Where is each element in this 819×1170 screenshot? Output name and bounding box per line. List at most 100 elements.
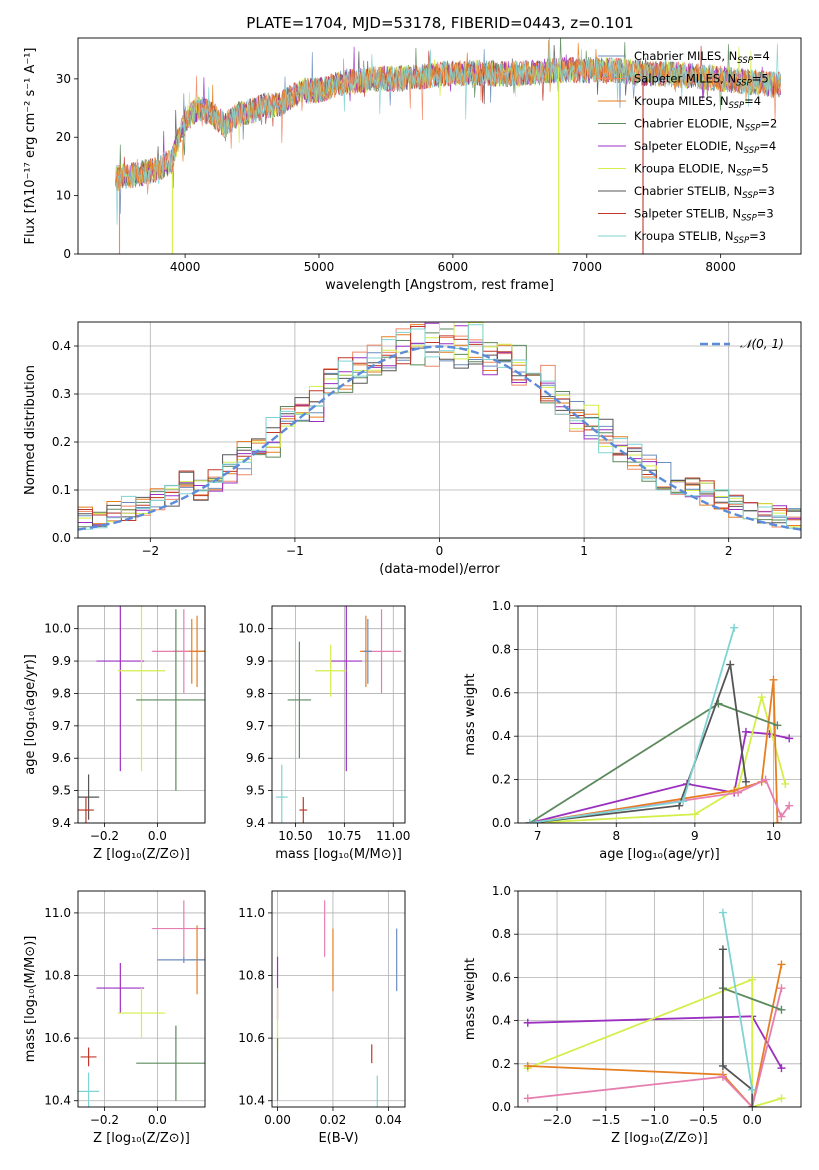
y-axis-label: mass weight [463,673,478,755]
legend-entry: 𝒩(0, 1) [740,337,784,351]
weight-point-marker [777,1064,786,1073]
legend-entry: Kroupa STELIB, NSSP=3 [634,229,766,246]
x-tick-label: 0.02 [320,1113,347,1127]
x-tick-label: −1.0 [640,1113,669,1127]
x-tick-label: 0 [436,544,444,558]
weight-point-marker [523,1061,532,1070]
axes-frame [271,605,406,824]
x-tick-label: 10.50 [278,829,312,843]
y-tick-label: 20 [56,130,71,144]
y-tick-label: 9.9 [52,654,71,668]
weight-point-marker [675,801,684,810]
y-tick-label: 0.4 [52,339,71,353]
y-tick-label: 0.4 [492,729,511,743]
weight-point-marker [718,908,727,917]
axes-frame [77,605,206,824]
y-tick-label: 9.4 [52,816,71,830]
x-tick-label: 0.00 [264,1113,291,1127]
x-tick-label: 7 [534,829,542,843]
x-tick-label: 10.75 [327,829,361,843]
y-tick-label: 11.0 [238,906,265,920]
x-tick-label: 0.04 [375,1113,402,1127]
residuals-panel: −2 −1 0 1 2 0.0 0.1 0.2 0.3 0.4 (data-model)/error… [23,321,802,577]
spectrum-panel: 4000 5000 6000 7000 8000 0 10 20 30 wavelength [A… [23,37,802,293]
x-tick-label: 11.00 [376,829,410,843]
weight-point-marker [777,984,786,993]
legend-entry: Chabrier MILES, NSSP=4 [634,49,770,66]
y-axis-label: Normed distribution [23,365,38,495]
y-axis-label: mass [log₁₀(M/M⊙)] [23,936,38,1063]
x-axis-label: mass [log₁₀(M/M⊙)] [275,847,402,862]
grid [272,891,405,1107]
x-tick-label: −1 [286,544,304,558]
y-tick-label: 10.4 [44,1094,71,1108]
axes-frame [517,890,802,1108]
x-tick-label: −0.2 [90,1113,119,1127]
y-axis-label: age [log₁₀(age/yr)] [23,654,38,775]
y-tick-label: 0.3 [52,387,71,401]
weight-point-marker [785,734,794,743]
weight-series-line [722,949,754,1107]
y-tick-label: 0.0 [492,1100,511,1114]
y-tick-label: 0.6 [492,686,511,700]
y-tick-label: 9.5 [246,784,265,798]
weight-point-marker [781,779,790,788]
y-tick-label: 0.0 [492,816,511,830]
age-vs-mass-panel: 10.50 10.75 11.00 9.4 9.5 9.6 9.7 9.8 9.9 10.0 mas… [238,605,410,862]
x-axis-label: (data-model)/error [379,562,500,577]
plot-area [78,900,205,1107]
y-tick-label: 0.4 [492,1014,511,1028]
x-tick-label: 7000 [572,260,603,274]
x-tick-label: 1 [580,544,588,558]
y-tick-label: 10.0 [238,622,265,636]
weight-point-marker [761,775,770,784]
weight-series-line [527,978,782,1107]
y-tick-label: 10.6 [238,1031,265,1045]
y-tick-label: 0.0 [52,531,71,545]
age-vs-metallicity-panel: −0.2 0.0 9.4 9.5 9.6 9.7 9.8 9.9 10.0 Z [log₁₀(Z/… [23,605,206,862]
weight-point-marker [748,1085,757,1094]
legend-entry: Kroupa MILES, NSSP=4 [634,94,761,111]
legend-entry: Salpeter ELODIE, NSSP=4 [634,139,776,156]
y-axis-label: Flux [fλ10⁻¹⁷ erg cm⁻² s⁻¹ A⁻¹] [23,48,38,245]
x-tick-label: 9 [691,829,699,843]
y-tick-label: 0.8 [492,642,511,656]
weight-point-marker [773,819,782,823]
x-axis-label: Z [log₁₀(Z/Z⊙)] [93,1131,190,1146]
y-tick-label: 0.6 [492,970,511,984]
axes-frame [77,890,206,1108]
weight-point-marker [523,1018,532,1027]
x-tick-label: 6000 [438,260,469,274]
x-tick-label: 0.0 [148,829,167,843]
axes-frame [77,321,802,539]
axes-frame [77,37,802,255]
residual-histogram [78,326,801,521]
x-axis-label: age [log₁₀(age/yr)] [599,847,720,862]
weight-point-marker [730,623,739,632]
y-tick-label: 9.6 [246,751,265,765]
grid [272,606,405,824]
y-tick-label: 11.0 [44,906,71,920]
x-tick-label: 4000 [170,260,201,274]
weight-point-marker [785,801,794,810]
y-tick-label: 0.2 [492,1057,511,1071]
x-axis-label: Z [log₁₀(Z/Z⊙)] [93,847,190,862]
y-tick-label: 1.0 [492,884,511,898]
weight-point-marker [769,675,778,684]
plot-area [525,623,794,823]
normal-curve [78,345,801,531]
x-tick-label: −1.5 [591,1113,620,1127]
weight-point-marker [777,812,786,821]
x-tick-label: 0.0 [743,1113,762,1127]
y-tick-label: 9.7 [52,719,71,733]
y-tick-label: 9.7 [246,719,265,733]
plot-area [523,908,786,1107]
x-tick-label: 0.0 [148,1113,167,1127]
y-tick-label: 10.8 [238,969,265,983]
legend-entry: Salpeter STELIB, NSSP=3 [634,207,774,224]
y-tick-label: 9.8 [246,686,265,700]
weight-point-marker [525,819,534,823]
x-tick-label: 2 [725,544,733,558]
y-tick-label: 10.4 [238,1094,265,1108]
weight-point-marker [718,1072,727,1081]
